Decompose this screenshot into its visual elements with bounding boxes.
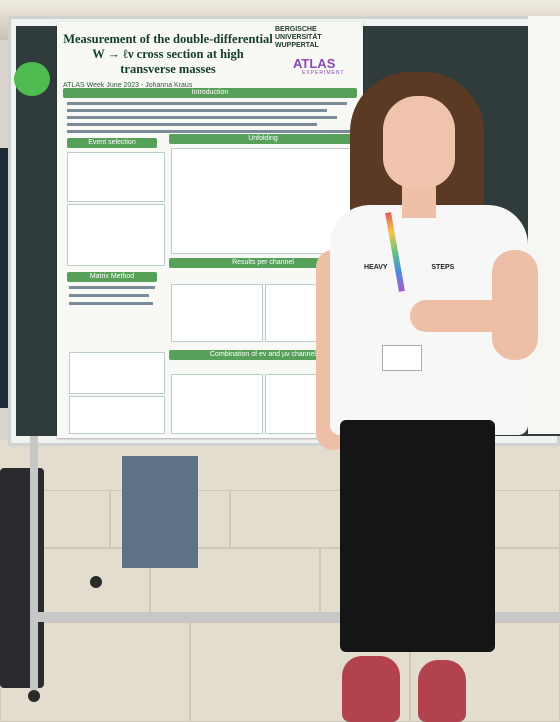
distribution-plot (67, 204, 165, 266)
stand-wheel (28, 690, 40, 702)
section-event-selection: Event selection (67, 138, 157, 148)
shirt-text-left: HEAVY (364, 264, 388, 271)
section-combination: Combination of eν and μν channel (169, 350, 357, 360)
stand-wheel (90, 576, 102, 588)
name-badge (382, 345, 422, 371)
university-logo: BERGISCHE UNIVERSITÄT WUPPERTAL (275, 26, 322, 49)
text-line (67, 109, 327, 112)
section-unfolding: Unfolding (169, 134, 357, 144)
right-sneaker (418, 660, 466, 722)
unfolding-plot (171, 148, 357, 254)
section-introduction: Introduction (63, 88, 357, 98)
section-matrix-method: Matrix Method (67, 272, 157, 282)
poster-title: Measurement of the double-differential W… (63, 32, 273, 76)
text-line (67, 130, 352, 133)
text-line (67, 116, 337, 119)
board-stand (30, 436, 38, 690)
feynman-diagram (67, 152, 165, 202)
results-plot (171, 284, 263, 342)
thumbs-up-hand (410, 300, 520, 332)
text-line (67, 123, 317, 126)
matrix-plot (69, 396, 165, 434)
person-pants (340, 420, 495, 652)
combination-plot (171, 374, 263, 434)
adjacent-poster (528, 16, 560, 434)
atlas-logo-subtitle: EXPERIMENT (302, 70, 345, 76)
text-line (69, 286, 155, 289)
left-sneaker (342, 656, 400, 722)
shirt-text-right: STEPS (431, 264, 455, 271)
poster-subtitle: ATLAS Week June 2023 - Johanna Kraus (63, 82, 193, 89)
scientific-poster: Measurement of the double-differential W… (57, 22, 363, 438)
green-mascot-sticker (14, 62, 50, 96)
text-line (69, 302, 153, 305)
floor-tile (230, 490, 350, 548)
board-stand (30, 612, 560, 622)
person-face (383, 96, 455, 188)
text-line (67, 102, 347, 105)
text-line (69, 294, 149, 297)
section-results-per-channel: Results per channel (169, 258, 357, 268)
person-neck (402, 182, 436, 218)
shirt-print: HEAVY STEPS (364, 264, 484, 271)
background-person-legs (122, 456, 198, 568)
atlas-logo: ATLAS (293, 56, 336, 71)
matrix-plot (69, 352, 165, 394)
